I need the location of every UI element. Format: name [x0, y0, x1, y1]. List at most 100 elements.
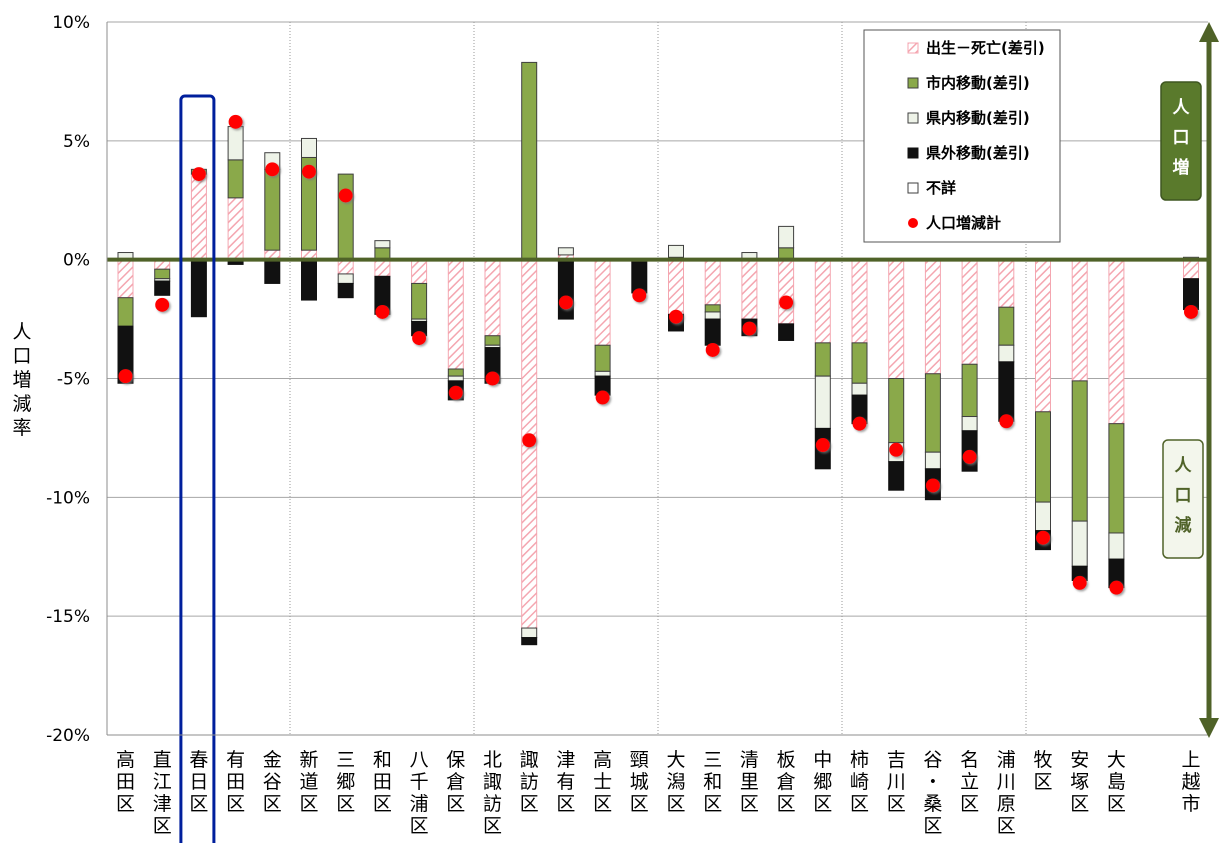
svg-text:不詳: 不詳: [926, 179, 956, 197]
svg-text:区: 区: [520, 793, 539, 815]
x-tick-label: 上越市: [1181, 749, 1200, 815]
x-tick-label: 頸城区: [630, 749, 649, 815]
bar-segment: [1071, 259, 1088, 382]
svg-text:塚: 塚: [1070, 771, 1089, 793]
total-marker: [485, 371, 500, 386]
svg-text:名: 名: [960, 749, 979, 771]
bar-segment: [888, 259, 905, 379]
total-marker: [191, 167, 206, 182]
bar-segment: [264, 259, 281, 284]
svg-text:立: 立: [960, 771, 979, 793]
svg-text:越: 越: [1181, 771, 1200, 793]
svg-text:区: 区: [299, 793, 318, 815]
svg-text:柿: 柿: [850, 749, 869, 771]
total-marker: [705, 342, 720, 357]
x-tick-label: 高士区: [593, 749, 612, 815]
bar-segment: [1108, 423, 1125, 534]
svg-text:区: 区: [410, 815, 429, 837]
legend-item: 出生－死亡(差引): [907, 39, 1045, 57]
svg-text:谷: 谷: [923, 749, 942, 771]
bar-segment: [301, 259, 317, 301]
svg-text:諏: 諏: [483, 771, 502, 793]
svg-text:区: 区: [1070, 793, 1089, 815]
bar-segment: [557, 261, 574, 320]
svg-text:谷: 谷: [263, 771, 282, 793]
bar-segment: [411, 259, 428, 284]
svg-text:訪: 訪: [520, 771, 539, 793]
svg-text:城: 城: [630, 771, 649, 793]
bar-segment: [851, 259, 868, 344]
legend-item: 県外移動(差引): [907, 144, 1030, 162]
svg-text:区: 区: [630, 793, 649, 815]
svg-text:区: 区: [960, 793, 979, 815]
svg-text:郷: 郷: [336, 771, 355, 793]
bar-segment: [557, 247, 574, 256]
svg-text:浦: 浦: [997, 749, 1016, 771]
svg-text:川: 川: [887, 771, 906, 793]
svg-text:郷: 郷: [813, 771, 832, 793]
bar-segment: [227, 159, 244, 199]
total-marker: [1184, 304, 1198, 319]
svg-text:里: 里: [740, 771, 759, 793]
decrease-sign: [1162, 439, 1204, 559]
x-tick-label: 有田区: [226, 749, 245, 815]
svg-text:板: 板: [777, 749, 796, 771]
svg-text:出生－死亡(差引): 出生－死亡(差引): [926, 39, 1045, 57]
bar-segment: [154, 280, 171, 296]
svg-text:八: 八: [410, 749, 429, 771]
bar-segment: [1071, 380, 1088, 522]
total-marker: [448, 385, 463, 400]
svg-text:県外移動(差引): 県外移動(差引): [926, 144, 1030, 162]
bar-segment: [704, 318, 721, 346]
bar-segment: [778, 225, 795, 249]
svg-text:安: 安: [1070, 749, 1089, 771]
svg-text:口: 口: [1175, 486, 1192, 506]
svg-text:市: 市: [1181, 793, 1200, 815]
svg-text:三: 三: [336, 749, 355, 771]
total-marker: [522, 433, 537, 448]
total-marker: [338, 188, 353, 203]
svg-text:区: 区: [153, 815, 172, 837]
total-marker: [375, 304, 390, 319]
increase-sign: [1160, 81, 1202, 201]
arrow-up-icon: [1199, 22, 1219, 42]
svg-text:訪: 訪: [483, 793, 502, 815]
legend-item: 不詳: [907, 179, 956, 197]
total-marker: [815, 438, 830, 453]
svg-text:区: 区: [887, 793, 906, 815]
svg-text:区: 区: [703, 793, 722, 815]
highlight-box: [179, 94, 216, 843]
total-marker: [412, 331, 427, 346]
svg-text:区: 区: [483, 815, 502, 837]
y-tick-label: 10%: [52, 13, 90, 33]
svg-text:金: 金: [263, 749, 282, 771]
bar-segment: [154, 268, 171, 280]
y-axis-label: 人口増減率: [12, 321, 31, 439]
x-tick-label: 牧区: [1033, 749, 1052, 793]
svg-text:区: 区: [373, 793, 392, 815]
total-marker: [595, 390, 610, 405]
svg-text:倉: 倉: [446, 771, 465, 793]
total-marker: [779, 295, 794, 310]
svg-text:有: 有: [556, 771, 575, 793]
svg-text:士: 士: [593, 771, 612, 793]
svg-text:区: 区: [740, 793, 759, 815]
bar-segment: [1183, 278, 1199, 311]
bar-segment: [778, 323, 795, 341]
total-marker: [632, 288, 647, 303]
bar-segment: [814, 259, 831, 344]
bar-segment: [998, 344, 1015, 363]
svg-text:人: 人: [1175, 456, 1193, 476]
bar-segment: [704, 259, 721, 306]
bar-segment: [851, 342, 868, 384]
x-tick-label: 春日区: [189, 749, 208, 815]
bar-segment: [851, 382, 868, 396]
svg-text:区: 区: [1033, 771, 1052, 793]
svg-text:三: 三: [703, 749, 722, 771]
svg-text:区: 区: [336, 793, 355, 815]
svg-text:倉: 倉: [777, 771, 796, 793]
